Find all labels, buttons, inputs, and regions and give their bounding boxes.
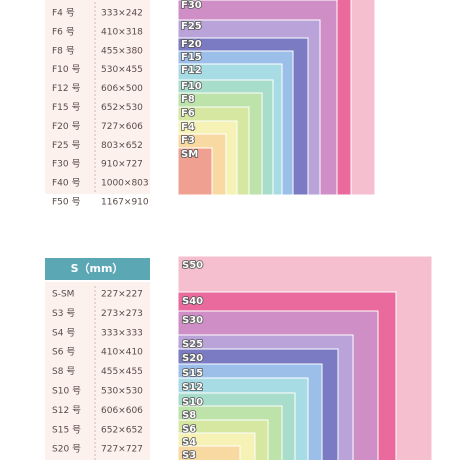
s-table-bg — [45, 282, 150, 460]
row-size: 530×455 — [101, 65, 143, 75]
row-size: 606×606 — [101, 406, 143, 416]
square-label: SM — [181, 149, 198, 160]
square-label: S8 — [182, 410, 196, 421]
row-size: 727×606 — [101, 122, 143, 132]
square-label: S12 — [182, 382, 203, 393]
square — [177, 445, 241, 460]
row-label: S20 号 — [52, 444, 81, 455]
row-label: F12 号 — [52, 83, 81, 94]
row-label: F4 号 — [52, 8, 75, 19]
s-header-bg — [45, 258, 150, 280]
square-label: S40 — [182, 296, 203, 307]
row-label: F25 号 — [52, 140, 81, 151]
row-size: 1167×910 — [101, 198, 149, 208]
square-label: S50 — [182, 260, 203, 271]
row-label: F30 号 — [52, 159, 81, 170]
square-label: F6 — [181, 108, 195, 119]
row-label: F40 号 — [52, 178, 81, 189]
row-label: F8 号 — [52, 45, 75, 56]
row-size: 273×273 — [101, 309, 143, 319]
row-label: S6 号 — [52, 347, 75, 358]
row-label: S10 号 — [52, 386, 81, 397]
square-label: F25 — [181, 21, 202, 32]
row-label: F50 号 — [52, 197, 81, 208]
row-size: 1000×803 — [101, 179, 149, 189]
square-label: F4 — [181, 122, 195, 133]
square-label: S15 — [182, 368, 203, 379]
s-header: S（mm） — [71, 262, 124, 275]
row-size: 333×242 — [101, 9, 143, 19]
row-size: 727×727 — [101, 445, 143, 455]
row-label: F20 号 — [52, 121, 81, 132]
row-label: S12 号 — [52, 405, 81, 416]
row-label: S8 号 — [52, 366, 75, 377]
square-label: F12 — [181, 65, 202, 76]
square — [177, 147, 213, 196]
row-label: S15 号 — [52, 424, 81, 435]
row-size: 910×727 — [101, 160, 143, 170]
square-label: F30 — [181, 0, 202, 11]
row-size: 227×227 — [101, 290, 143, 300]
row-size: 803×652 — [101, 141, 143, 151]
row-label: S-SM — [52, 290, 74, 300]
square-label: S20 — [182, 353, 203, 364]
square-label: S25 — [182, 339, 203, 350]
row-size: 410×410 — [101, 348, 143, 358]
row-size: 455×455 — [101, 367, 143, 377]
row-label: F10 号 — [52, 64, 81, 75]
square-label: S3 — [182, 450, 196, 460]
row-size: 410×318 — [101, 27, 143, 37]
row-label: F15 号 — [52, 102, 81, 113]
row-size: 455×380 — [101, 46, 143, 56]
row-size: 333×333 — [101, 328, 143, 338]
row-size: 606×500 — [101, 84, 143, 94]
square-label: F10 — [181, 81, 202, 92]
square-label: F8 — [181, 94, 195, 105]
square-label: F3 — [181, 135, 195, 146]
square-label: S30 — [182, 315, 203, 326]
row-size: 530×530 — [101, 387, 143, 397]
square-label: F20 — [181, 39, 202, 50]
square-label: F15 — [181, 52, 202, 63]
row-size: 652×652 — [101, 425, 143, 435]
row-label: S3 号 — [52, 308, 75, 319]
row-label: S4 号 — [52, 327, 75, 338]
row-size: 652×530 — [101, 103, 143, 113]
f-table-bg — [45, 0, 150, 194]
row-label: F6 号 — [52, 26, 75, 37]
